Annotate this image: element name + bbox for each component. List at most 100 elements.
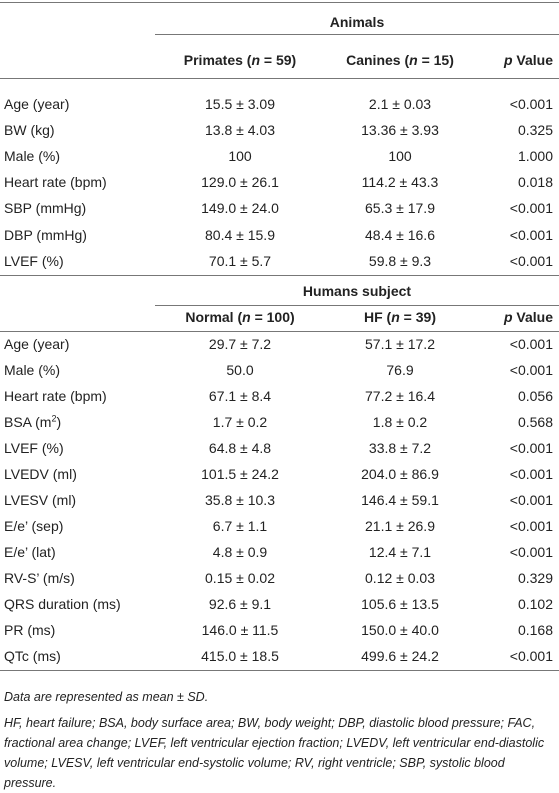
text-segment: p xyxy=(503,309,513,325)
section-title: Animals xyxy=(329,14,385,30)
cell: 0.056 xyxy=(517,388,553,404)
cell: 0.018 xyxy=(517,174,553,191)
cell: 1.7 ± 0.2 xyxy=(212,414,268,430)
cell: 80.4 ± 15.9 xyxy=(205,226,275,243)
footnote: Data are represented as mean ± SD. xyxy=(4,690,209,704)
row-label: SBP (mmHg) xyxy=(4,200,87,217)
cell: 59.8 ± 9.3 xyxy=(368,252,432,269)
cell: <0.001 xyxy=(509,226,553,243)
text-segment: Value xyxy=(512,52,553,68)
cell: 35.8 ± 10.3 xyxy=(205,492,275,508)
cell: 13.36 ± 3.93 xyxy=(361,122,439,139)
cell: <0.001 xyxy=(509,648,553,664)
cell: 12.4 ± 7.1 xyxy=(368,544,432,560)
row-label: Male (%) xyxy=(4,362,61,378)
cell: 48.4 ± 16.6 xyxy=(365,226,435,243)
cell: 100 xyxy=(388,148,412,165)
column-header: Primates (n = 59) xyxy=(184,51,296,69)
rule xyxy=(0,670,559,671)
cell: 415.0 ± 18.5 xyxy=(201,648,279,664)
column-header: Canines (n = 15) xyxy=(346,51,454,69)
rule xyxy=(0,2,559,3)
cell: <0.001 xyxy=(509,200,553,217)
rule xyxy=(0,331,559,332)
cell: 70.1 ± 5.7 xyxy=(208,252,272,269)
cell: 150.0 ± 40.0 xyxy=(361,622,439,638)
text-segment: p xyxy=(503,52,513,68)
cell: 146.4 ± 59.1 xyxy=(361,492,439,508)
text-segment: n xyxy=(391,309,400,325)
cell: 0.15 ± 0.02 xyxy=(205,570,275,586)
row-label: LVEDV (ml) xyxy=(4,466,77,482)
text-segment: Primates ( xyxy=(183,52,252,68)
cell: 0.568 xyxy=(517,414,553,430)
cell: 101.5 ± 24.2 xyxy=(201,466,279,482)
text-segment: Value xyxy=(512,309,553,325)
row-label: Male (%) xyxy=(4,148,61,165)
cell: 149.0 ± 24.0 xyxy=(201,200,279,217)
cell: 57.1 ± 17.2 xyxy=(365,336,435,352)
row-label: RV-S’ (m/s) xyxy=(4,570,75,586)
column-header: p Value xyxy=(504,51,553,69)
text-segment: HF ( xyxy=(364,309,392,325)
text-segment: 2 xyxy=(51,413,57,424)
cell: 0.102 xyxy=(517,596,553,612)
cell: 64.8 ± 4.8 xyxy=(208,440,272,456)
cell: 50.0 xyxy=(226,362,254,378)
cell: 77.2 ± 16.4 xyxy=(365,388,435,404)
cell: 33.8 ± 7.2 xyxy=(368,440,432,456)
text-segment: n xyxy=(251,52,261,68)
cell: <0.001 xyxy=(509,518,553,534)
rule xyxy=(0,78,559,79)
row-label: LVEF (%) xyxy=(4,440,64,456)
row-label: BSA (m2) xyxy=(4,413,61,431)
cell: 204.0 ± 86.9 xyxy=(361,466,439,482)
cell: 65.3 ± 17.9 xyxy=(365,200,435,217)
row-label: LVEF (%) xyxy=(4,252,64,269)
text-segment: n xyxy=(242,309,251,325)
cell: <0.001 xyxy=(509,362,553,378)
cell: <0.001 xyxy=(509,96,553,112)
text-segment: n xyxy=(409,52,418,68)
text-segment: = 100) xyxy=(250,309,295,325)
row-label: Heart rate (bpm) xyxy=(4,174,107,191)
row-label: LVESV (ml) xyxy=(4,492,77,508)
row-label: Heart rate (bpm) xyxy=(4,388,107,404)
cell: 2.1 ± 0.03 xyxy=(368,96,432,112)
cell: 105.6 ± 13.5 xyxy=(361,596,439,612)
rule xyxy=(155,305,559,306)
cell: 146.0 ± 11.5 xyxy=(201,622,279,638)
cell: 0.325 xyxy=(517,122,553,139)
cell: 0.12 ± 0.03 xyxy=(365,570,435,586)
cell: 1.000 xyxy=(517,148,553,165)
cell: 13.8 ± 4.03 xyxy=(205,122,275,139)
text-segment: = 59) xyxy=(260,52,297,68)
cell: <0.001 xyxy=(509,492,553,508)
rule xyxy=(0,275,559,276)
text-segment: ) xyxy=(56,414,62,430)
cell: 114.2 ± 43.3 xyxy=(361,174,439,191)
cell: <0.001 xyxy=(509,252,553,269)
cell: <0.001 xyxy=(509,544,553,560)
text-segment: BSA (m xyxy=(4,414,52,430)
section-title: Humans subject xyxy=(302,283,412,299)
cell: 0.168 xyxy=(517,622,553,638)
text-segment: Normal ( xyxy=(185,309,243,325)
cell: 76.9 xyxy=(386,362,414,378)
cell: <0.001 xyxy=(509,336,553,352)
row-label: PR (ms) xyxy=(4,622,56,638)
text-segment: = 15) xyxy=(417,52,454,68)
cell: 1.8 ± 0.2 xyxy=(372,414,428,430)
rule xyxy=(155,34,559,35)
cell: 15.5 ± 3.09 xyxy=(205,96,275,112)
row-label: Age (year) xyxy=(4,96,70,112)
cell: 92.6 ± 9.1 xyxy=(208,596,272,612)
cell: 499.6 ± 24.2 xyxy=(361,648,439,664)
row-label: E/e’ (sep) xyxy=(4,518,64,534)
text-segment: Canines ( xyxy=(346,52,410,68)
row-label: QTc (ms) xyxy=(4,648,61,664)
column-header: p Value xyxy=(504,308,553,326)
row-label: Age (year) xyxy=(4,336,70,352)
column-header: Normal (n = 100) xyxy=(185,308,294,326)
